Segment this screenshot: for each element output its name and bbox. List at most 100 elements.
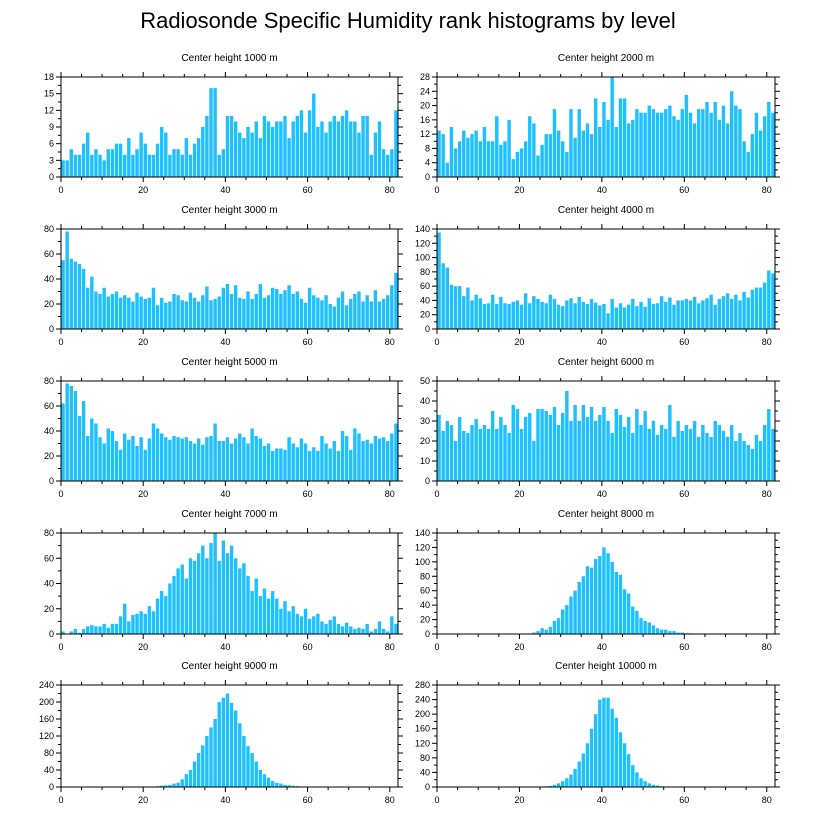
histogram-bar [692,296,697,329]
histogram-bar [159,785,164,788]
y-tick-label: 80 [420,753,430,763]
histogram-bar [474,130,478,177]
histogram-bar [441,431,445,481]
histogram-bar [180,438,184,481]
histogram-bar [573,768,577,787]
histogram-bar [750,289,755,329]
histogram-bar [532,296,536,329]
histogram-bar [118,616,123,634]
histogram-bar [381,299,386,329]
histogram-bar [449,127,454,177]
histogram-bar [639,778,643,787]
histogram-bar [701,109,705,177]
histogram-bar [664,429,668,481]
histogram-bar [631,299,635,329]
histogram-bar [390,433,394,481]
histogram-bar [589,134,594,177]
histogram-bar [369,443,373,481]
x-tick-label: 40 [220,795,230,805]
histogram-bar [131,436,135,481]
histogram-bar [361,115,365,177]
histogram-bar [139,437,143,481]
histogram-bar [762,425,767,481]
histogram-bar [742,141,746,177]
histogram-bar [77,416,82,481]
histogram-bar [622,589,627,634]
histogram-bar [229,443,234,481]
histogram-bar [299,299,304,329]
histogram-bar [254,436,258,481]
histogram-bar [581,576,586,634]
histogram-bar [449,284,454,329]
histogram-bar [258,596,263,635]
y-tick-label: 120 [39,731,54,741]
histogram-bar [478,141,482,177]
histogram-bar [332,616,336,634]
histogram-bar [188,154,193,177]
x-tick-label: 0 [434,489,439,499]
histogram-bar [377,438,382,481]
histogram-bar [523,417,528,481]
histogram-bar [279,448,283,481]
histogram-bar [598,415,602,481]
histogram-bar [593,714,598,787]
histogram-bar [151,611,156,634]
histogram-bar [386,295,390,329]
y-tick-label: 280 [415,680,430,690]
histogram-bar [250,428,254,481]
histogram-bar [561,413,565,481]
histogram-bar [287,437,291,481]
histogram-bar [490,294,495,329]
histogram-bar [730,91,734,177]
histogram-bar [312,93,316,177]
histogram-bar [585,417,590,481]
histogram-bar [373,290,378,329]
histogram-bar [303,302,308,329]
histogram-bar [303,132,308,177]
histogram-bar [453,441,458,481]
histogram-bar [394,623,398,634]
histogram-bar [135,613,139,634]
histogram-bar [246,575,250,634]
histogram-bar [291,785,295,788]
histogram-bar [229,545,234,635]
histogram-bar [577,296,581,329]
histogram-bar [626,417,631,481]
histogram-bar [328,620,332,634]
histogram-bar [217,702,221,787]
histogram-bar [159,127,164,177]
histogram-bar [270,591,275,634]
histogram-bar [457,286,462,329]
histogram-bar [365,439,369,481]
histogram-bar [738,109,742,177]
histogram-bar [738,300,742,329]
histogram-bar [381,628,386,634]
histogram-bar [610,708,614,787]
histogram-bar [635,610,639,634]
y-tick-label: 24 [420,86,430,96]
x-tick-label: 0 [434,642,439,652]
histogram-bar [490,141,495,177]
histogram-bar [135,149,139,177]
histogram-bar [172,149,176,177]
histogram-bar [655,303,660,329]
histogram-bar [340,115,345,177]
histogram-bar [593,558,598,634]
histogram-bar [561,609,565,634]
histogram-bar [328,448,332,481]
histogram-bar [445,421,450,481]
histogram-bar [647,429,651,481]
histogram-bar [353,428,357,481]
histogram-bar [540,144,544,177]
histogram-bar [135,446,139,481]
histogram-bar [270,451,275,481]
histogram-bar [705,298,709,329]
histogram-bar [262,115,267,177]
histogram-bar [528,413,532,481]
histogram-bar [532,632,536,634]
histogram-bar [499,417,503,481]
histogram-bar [266,598,271,634]
x-tick-label: 60 [303,337,313,347]
histogram-bar [643,621,647,634]
histogram-bar [373,132,378,177]
